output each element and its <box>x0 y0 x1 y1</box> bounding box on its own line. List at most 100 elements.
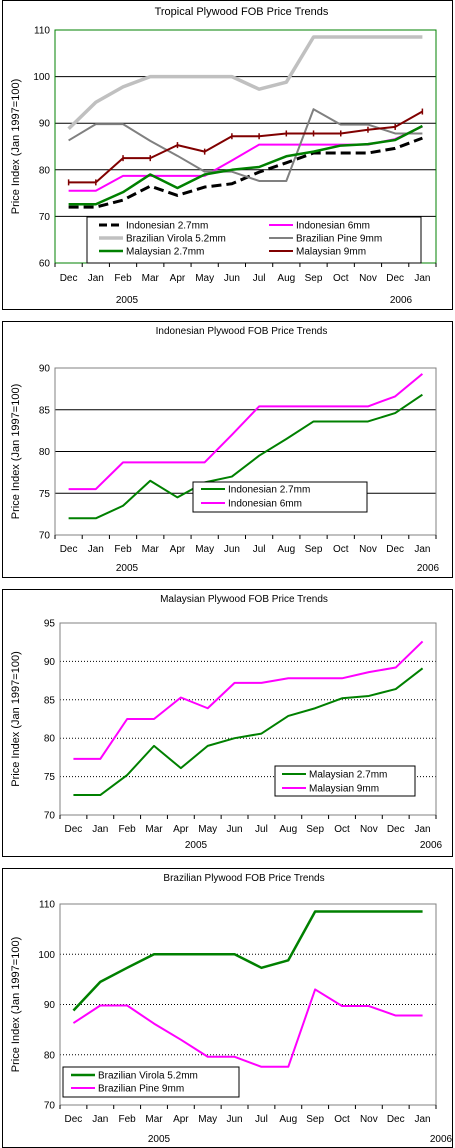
year-label: 2006 <box>390 295 413 306</box>
legend-box <box>192 481 368 513</box>
malaysian-chart: Malaysian Plywood FOB Price Trends 70 75 80… <box>10 594 443 851</box>
x-tick-label: Jan <box>88 544 104 555</box>
year-label: 2005 <box>116 295 139 306</box>
series-line-brazilian-virola-5-2mm <box>72 910 423 1012</box>
x-tick-label: Sep <box>306 824 324 835</box>
x-tick-label: Dec <box>387 824 405 835</box>
series-line-malaysian-9mm <box>68 110 423 184</box>
y-tick-label: 90 <box>39 364 51 375</box>
indonesian-chart: Indonesian Plywood FOB Price Trends 70 75 8… <box>10 326 440 574</box>
brazilian-chart-panel: Brazilian Plywood FOB Price Trends 70 80 90… <box>2 868 453 1148</box>
year-label: 2005 <box>185 840 208 851</box>
x-tick-label: Jul <box>253 273 266 284</box>
x-tick-label: May <box>195 544 214 555</box>
indonesian-chart-panel: Indonesian Plywood FOB Price Trends 70 75 8… <box>2 321 453 578</box>
x-tick-label: Dec <box>60 273 78 284</box>
y-axis-label: Price Index (Jan 1997=100) <box>10 651 22 786</box>
x-tick-label: Feb <box>114 273 132 284</box>
series-line-malaysian-2-7mm <box>68 124 423 206</box>
legend-label: Brazilian Virola 5.2mm <box>98 1071 198 1082</box>
y-tick-label: 90 <box>39 119 51 130</box>
chart-title: Indonesian Plywood FOB Price Trends <box>156 326 328 337</box>
legend-label: Brazilian Pine 9mm <box>296 234 382 245</box>
x-tick-label: Oct <box>334 1114 350 1125</box>
y-tick-label: 75 <box>44 772 56 783</box>
x-tick-label: Apr <box>173 824 189 835</box>
x-tick-label: Mar <box>142 544 160 555</box>
x-tick-label: Oct <box>334 824 350 835</box>
y-tick-label: 70 <box>39 212 51 223</box>
x-tick-label: Jun <box>224 544 240 555</box>
legend-label: Indonesian 2.7mm <box>228 485 310 496</box>
x-tick-label: May <box>198 1114 217 1125</box>
x-tick-label: Jan <box>88 273 104 284</box>
x-tick-label: Jul <box>255 824 268 835</box>
year-label: 2006 <box>420 840 443 851</box>
tropical-chart: Tropical Plywood FOB Price Trends 60 70 80 9… <box>10 6 437 306</box>
series-line-brazilian-pine-9mm <box>72 988 423 1068</box>
x-tick-label: Mar <box>145 1114 163 1125</box>
x-tick-label: Feb <box>119 1114 137 1125</box>
x-tick-label: Jan <box>415 1114 431 1125</box>
x-tick-label: Oct <box>333 273 349 284</box>
y-axis-label: Price Index (Jan 1997=100) <box>10 937 22 1072</box>
legend-label: Malaysian 2.7mm <box>126 247 204 258</box>
x-tick-label: Jan <box>415 824 431 835</box>
x-tick-label: Apr <box>170 273 186 284</box>
y-axis-label: Price Index (Jan 1997=100) <box>10 384 22 519</box>
y-tick-label: 90 <box>44 657 56 668</box>
series-line-malaysian-9mm <box>73 640 424 760</box>
legend-label: Indonesian 2.7mm <box>126 221 208 232</box>
y-tick-label: 80 <box>39 165 51 176</box>
series-line-indonesian-6mm <box>68 373 424 491</box>
series-line-indonesian-2-7mm <box>68 136 423 209</box>
x-tick-label: Jun <box>224 273 240 284</box>
x-tick-label: Aug <box>277 273 295 284</box>
y-tick-label: 85 <box>39 405 51 416</box>
year-label: 2005 <box>116 563 139 574</box>
x-tick-label: Aug <box>279 824 297 835</box>
year-label: 2006 <box>430 1134 453 1145</box>
y-tick-label: 110 <box>39 900 55 911</box>
x-tick-label: Dec <box>386 544 404 555</box>
y-tick-label: 80 <box>44 734 56 745</box>
legend-box <box>86 216 422 264</box>
x-tick-label: May <box>195 273 214 284</box>
y-tick-label: 75 <box>39 489 51 500</box>
x-tick-label: Nov <box>360 1114 378 1125</box>
legend-label: Malaysian 9mm <box>309 784 379 795</box>
series-line-indonesian-2-7mm <box>68 393 423 520</box>
series-line-malaysian-2-7mm <box>73 667 424 797</box>
x-tick-label: Sep <box>305 544 323 555</box>
x-tick-label: Dec <box>65 1114 83 1125</box>
x-tick-label: Sep <box>306 1114 324 1125</box>
legend-label: Indonesian 6mm <box>296 221 370 232</box>
malaysian-chart-panel: Malaysian Plywood FOB Price Trends 70 75 80… <box>2 589 453 857</box>
x-tick-label: Mar <box>145 824 163 835</box>
y-tick-label: 100 <box>33 72 50 83</box>
x-tick-label: Oct <box>333 544 349 555</box>
x-tick-label: Dec <box>387 1114 405 1125</box>
x-tick-label: Jan <box>92 1114 108 1125</box>
y-tick-label: 70 <box>44 811 56 822</box>
x-tick-label: Nov <box>359 544 377 555</box>
x-tick-label: May <box>198 824 217 835</box>
x-tick-label: Jul <box>255 1114 268 1125</box>
y-tick-label: 70 <box>44 1101 56 1112</box>
x-tick-label: Nov <box>360 824 378 835</box>
legend-label: Brazilian Virola 5.2mm <box>126 234 226 245</box>
x-tick-label: Jan <box>92 824 108 835</box>
y-tick-label: 100 <box>38 950 55 961</box>
x-tick-label: Apr <box>170 544 186 555</box>
series-line-brazilian-virola-5-2mm <box>67 35 423 131</box>
legend-label: Brazilian Pine 9mm <box>98 1084 184 1095</box>
x-tick-label: Jul <box>253 544 266 555</box>
y-tick-label: 85 <box>44 695 56 706</box>
x-tick-label: Nov <box>359 273 377 284</box>
x-tick-label: Dec <box>60 544 78 555</box>
x-tick-label: Aug <box>279 1114 297 1125</box>
chart-title: Brazilian Plywood FOB Price Trends <box>163 873 324 884</box>
x-tick-label: Mar <box>142 273 160 284</box>
x-tick-label: Jan <box>414 544 430 555</box>
y-tick-label: 90 <box>44 1000 56 1011</box>
